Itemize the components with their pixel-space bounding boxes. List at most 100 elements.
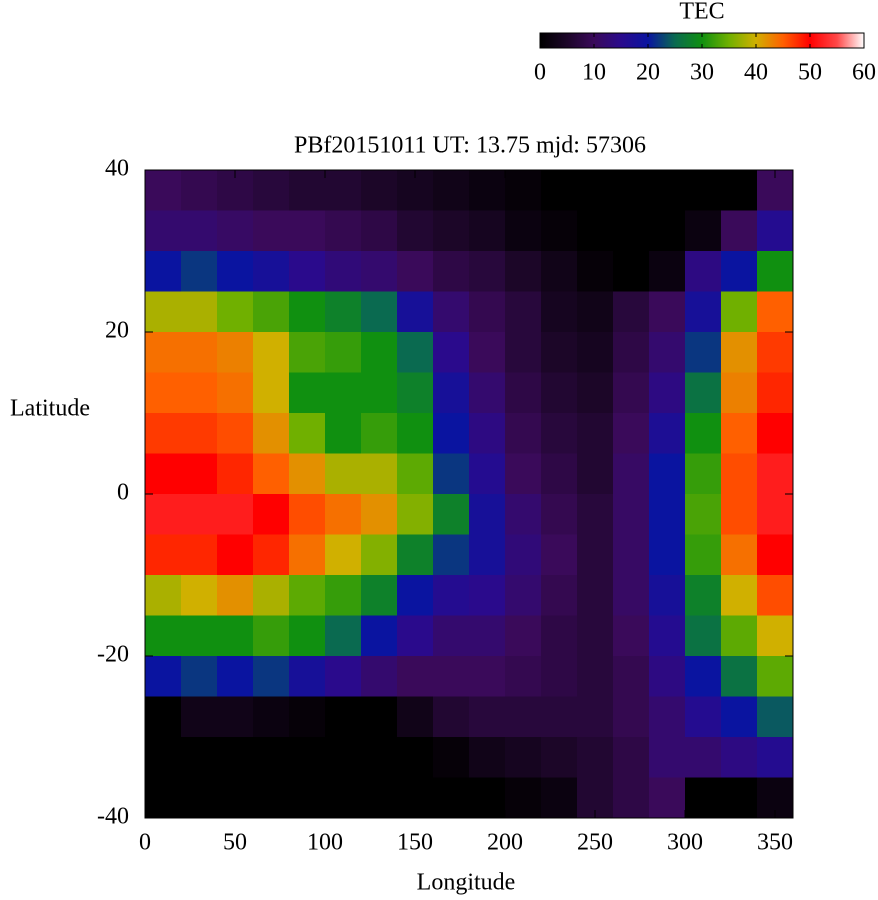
heatmap-cell <box>541 251 578 292</box>
heatmap-cell <box>505 615 542 657</box>
heatmap-cell <box>649 372 686 414</box>
heatmap-cell <box>181 777 218 819</box>
heatmap-cell <box>505 453 542 495</box>
heatmap-cell <box>145 615 182 657</box>
heatmap-cell <box>253 656 290 697</box>
heatmap-cell <box>289 494 326 535</box>
heatmap-cell <box>145 332 182 373</box>
heatmap-cell <box>757 210 794 252</box>
heatmap-cell <box>325 534 362 576</box>
heatmap-cell <box>145 210 182 252</box>
heatmap-cell <box>541 372 578 414</box>
heatmap-cell <box>325 656 362 697</box>
heatmap-cell <box>433 291 470 333</box>
heatmap-cell <box>433 332 470 373</box>
heatmap-cell <box>577 656 614 697</box>
heatmap-cell <box>361 170 398 211</box>
heatmap-cell <box>289 210 326 252</box>
heatmap-cell <box>145 737 182 778</box>
heatmap-cell <box>469 332 506 373</box>
heatmap-cell <box>505 777 542 819</box>
heatmap-cell <box>289 696 326 738</box>
heatmap-cell <box>577 534 614 576</box>
heatmap-cell <box>469 291 506 333</box>
heatmap-cell <box>685 413 722 454</box>
heatmap-cell <box>253 777 290 819</box>
heatmap-cell <box>325 170 362 211</box>
heatmap-cell <box>469 251 506 292</box>
heatmap-cell <box>289 332 326 373</box>
heatmap-cell <box>289 291 326 333</box>
x-tick-label: 350 <box>757 830 793 856</box>
x-axis-label: Longitude <box>417 870 516 896</box>
heatmap-cell <box>469 656 506 697</box>
colorbar-tick-label: 40 <box>744 60 768 86</box>
heatmap-cell <box>253 170 290 211</box>
heatmap-cell <box>757 291 794 333</box>
heatmap-cell <box>469 615 506 657</box>
heatmap-cell <box>361 777 398 819</box>
heatmap-cell <box>505 656 542 697</box>
heatmap-cell <box>685 453 722 495</box>
heatmap-cell <box>541 615 578 657</box>
heatmap-cell <box>577 332 614 373</box>
heatmap-cell <box>217 696 254 738</box>
heatmap-cell <box>181 170 218 211</box>
colorbar-tick-label: 30 <box>690 60 714 86</box>
heatmap-cell <box>577 696 614 738</box>
heatmap-cell <box>613 210 650 252</box>
heatmap-cell <box>145 575 182 616</box>
heatmap-cell <box>685 170 722 211</box>
heatmap-cell <box>613 777 650 819</box>
heatmap-cell <box>685 372 722 414</box>
heatmap-cell <box>289 453 326 495</box>
heatmap-cell <box>649 777 686 819</box>
heatmap-cell <box>649 170 686 211</box>
heatmap-cell <box>505 575 542 616</box>
x-tick-label: 250 <box>577 830 613 856</box>
heatmap-cell <box>721 494 758 535</box>
heatmap-cell <box>649 737 686 778</box>
heatmap-cell <box>397 494 434 535</box>
heatmap-cell <box>145 372 182 414</box>
heatmap-cell <box>685 494 722 535</box>
heatmap-cell <box>361 696 398 738</box>
heatmap-cell <box>433 413 470 454</box>
heatmap-cell <box>649 534 686 576</box>
heatmap-cell <box>361 656 398 697</box>
heatmap-cell <box>397 291 434 333</box>
heatmap-cell <box>685 534 722 576</box>
heatmap-cell <box>145 696 182 738</box>
heatmap-cell <box>397 372 434 414</box>
heatmap-cell <box>685 575 722 616</box>
heatmap-cell <box>541 170 578 211</box>
heatmap-cell <box>361 291 398 333</box>
heatmap-cell <box>181 251 218 292</box>
heatmap-cell <box>721 777 758 819</box>
heatmap-cell <box>577 453 614 495</box>
chart-title: PBf20151011 UT: 13.75 mjd: 57306 <box>294 133 646 159</box>
heatmap-cell <box>469 696 506 738</box>
heatmap-cell <box>721 615 758 657</box>
x-tick-label: 200 <box>487 830 523 856</box>
heatmap-cell <box>361 615 398 657</box>
heatmap-cell <box>181 575 218 616</box>
heatmap-cell <box>505 494 542 535</box>
heatmap-cell <box>721 170 758 211</box>
heatmap-cell <box>181 696 218 738</box>
heatmap-cell <box>361 534 398 576</box>
heatmap-cell <box>253 210 290 252</box>
x-tick-label: 300 <box>667 830 703 856</box>
heatmap-cell <box>217 372 254 414</box>
heatmap-cell <box>721 696 758 738</box>
heatmap-cell <box>469 777 506 819</box>
heatmap-cell <box>181 615 218 657</box>
heatmap-cell <box>397 534 434 576</box>
heatmap-cell <box>505 210 542 252</box>
heatmap-cell <box>505 737 542 778</box>
heatmap-cell <box>505 534 542 576</box>
heatmap-cell <box>649 575 686 616</box>
heatmap-cell <box>649 615 686 657</box>
heatmap-cell <box>181 453 218 495</box>
